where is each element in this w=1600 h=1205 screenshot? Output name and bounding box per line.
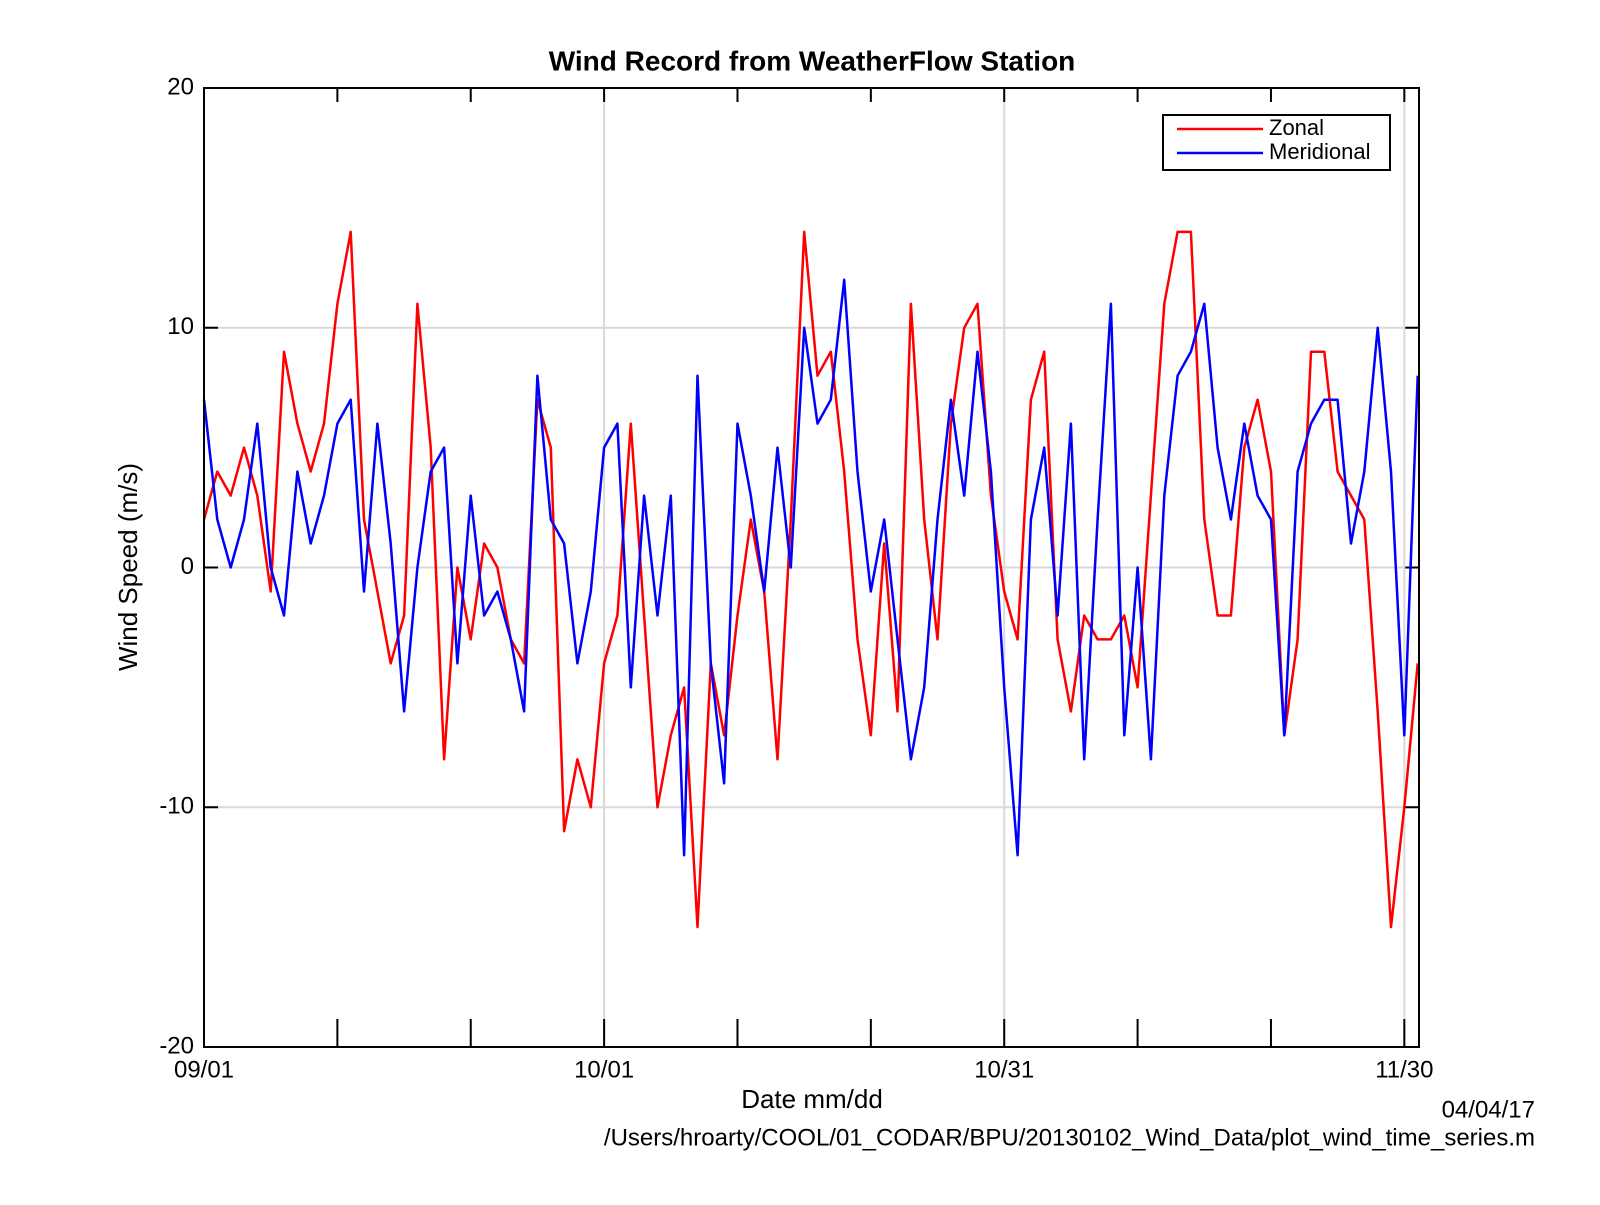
footer-date: 04/04/17 bbox=[1442, 1096, 1535, 1123]
legend-label: Zonal bbox=[1269, 115, 1324, 140]
x-tick-label: 11/30 bbox=[1375, 1056, 1433, 1083]
chart-title: Wind Record from WeatherFlow Station bbox=[549, 45, 1076, 76]
y-tick-label: 10 bbox=[167, 313, 194, 340]
x-tick-label: 10/01 bbox=[574, 1056, 634, 1083]
y-tick-label: -20 bbox=[159, 1032, 194, 1059]
axes-box bbox=[203, 87, 1420, 1048]
x-tick-label: 10/31 bbox=[974, 1056, 1034, 1083]
y-axis-label: Wind Speed (m/s) bbox=[113, 463, 143, 671]
y-tick-label: 0 bbox=[181, 553, 194, 580]
legend-label: Meridional bbox=[1269, 139, 1371, 164]
x-axis-label: Date mm/dd bbox=[741, 1084, 883, 1114]
series-line bbox=[202, 230, 1419, 929]
series-line bbox=[202, 278, 1419, 857]
legend-box bbox=[1162, 114, 1391, 171]
footer-path: /Users/hroarty/COOL/01_CODAR/BPU/2013010… bbox=[604, 1124, 1535, 1151]
x-tick-label: 09/01 bbox=[174, 1056, 234, 1083]
y-tick-label: 20 bbox=[167, 73, 194, 100]
y-tick-label: -10 bbox=[159, 793, 194, 820]
